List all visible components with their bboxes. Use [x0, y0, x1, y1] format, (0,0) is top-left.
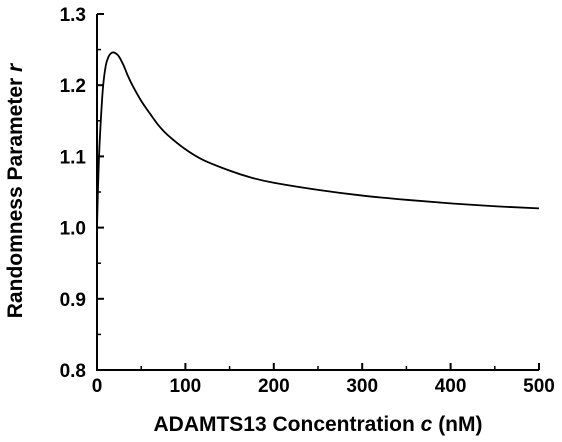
x-tick-label: 500 — [523, 376, 555, 397]
x-tick-label: 0 — [92, 376, 103, 397]
major-ticks — [96, 13, 540, 371]
minor-ticks — [97, 48, 496, 370]
y-tick-label: 0.8 — [60, 361, 86, 382]
x-axis-title: ADAMTS13 Concentration c (nM) — [153, 413, 482, 436]
x-tick-label: 100 — [170, 376, 202, 397]
axis-frame — [96, 14, 539, 371]
y-tick-label: 0.9 — [60, 290, 86, 311]
x-tick-label: 200 — [258, 376, 290, 397]
y-axis-title: Randomness Parameter r — [4, 62, 27, 318]
x-tick-label: 300 — [346, 376, 378, 397]
series-line — [96, 51, 540, 228]
y-tick-label: 1.2 — [60, 76, 86, 97]
tick-labels: 0.8 0.9 1.0 1.1 1.2 1.3 0 100 200 300 400 500 — [60, 5, 555, 397]
y-tick-label: 1.3 — [60, 5, 86, 26]
y-tick-label: 1.1 — [60, 147, 87, 168]
y-tick-label: 1.0 — [60, 219, 86, 240]
x-tick-label: 400 — [435, 376, 467, 397]
